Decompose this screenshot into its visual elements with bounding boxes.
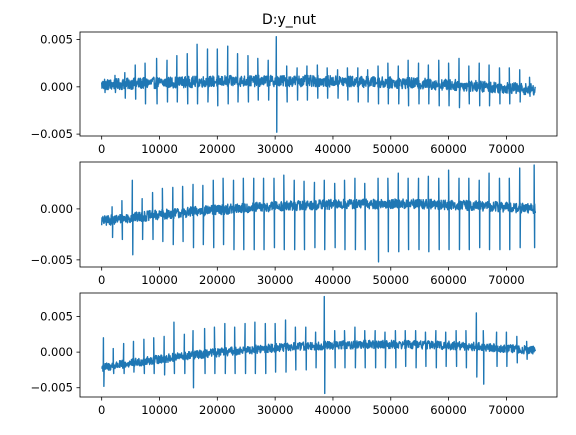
y-tick-label: −0.005 (30, 381, 73, 395)
x-tick-label: 0 (98, 273, 105, 287)
subplot-2: 0 10000 20000 30000 40000 50000 60000 70000 −0.0… (30, 161, 558, 287)
x-tick-label: 30000 (257, 403, 294, 417)
y-tick-label: 0.005 (40, 310, 73, 324)
y-tick-label: −0.005 (30, 127, 73, 141)
chart-title: D:y_nut (262, 12, 317, 28)
subplot-1: 0 10000 20000 30000 40000 50000 60000 70000 −0.0… (30, 31, 558, 156)
x-tick-label: 40000 (315, 142, 352, 156)
x-tick-label: 10000 (141, 142, 178, 156)
x-tick-label: 20000 (199, 142, 236, 156)
series-line (100, 164, 537, 263)
x-tick-label: 50000 (372, 142, 409, 156)
x-tick-label: 60000 (430, 142, 467, 156)
x-tick-label: 60000 (430, 273, 467, 287)
y-tick-label: 0.005 (40, 33, 73, 47)
axes-frame (79, 161, 558, 268)
x-tick-label: 10000 (141, 403, 178, 417)
x-tick-label: 60000 (430, 403, 467, 417)
x-tick-label: 40000 (315, 403, 352, 417)
x-tick-label: 20000 (199, 273, 236, 287)
x-tick-label: 0 (98, 403, 105, 417)
series-line (100, 36, 536, 133)
x-tick-label: 0 (98, 142, 105, 156)
x-tick-label: 50000 (372, 273, 409, 287)
subplot-3: 0 10000 20000 30000 40000 50000 60000 70000 −0.0… (30, 292, 558, 417)
x-tick-label: 20000 (199, 403, 236, 417)
y-tick-label: 0.000 (40, 345, 73, 359)
x-tick-label: 70000 (488, 142, 525, 156)
y-tick-label: 0.000 (40, 80, 73, 94)
y-tick-label: −0.005 (30, 253, 73, 267)
x-tick-label: 70000 (488, 273, 525, 287)
subplots: 0 10000 20000 30000 40000 50000 60000 70000 −0.0… (30, 31, 558, 417)
axes-frame (79, 292, 558, 398)
axes-frame (79, 31, 558, 137)
x-tick-label: 30000 (257, 273, 294, 287)
x-tick-label: 50000 (372, 403, 409, 417)
x-tick-label: 70000 (488, 403, 525, 417)
y-tick-label: 0.000 (40, 202, 73, 216)
x-tick-label: 40000 (315, 273, 352, 287)
series-line (101, 295, 537, 395)
x-tick-label: 30000 (257, 142, 294, 156)
x-tick-label: 10000 (141, 273, 178, 287)
